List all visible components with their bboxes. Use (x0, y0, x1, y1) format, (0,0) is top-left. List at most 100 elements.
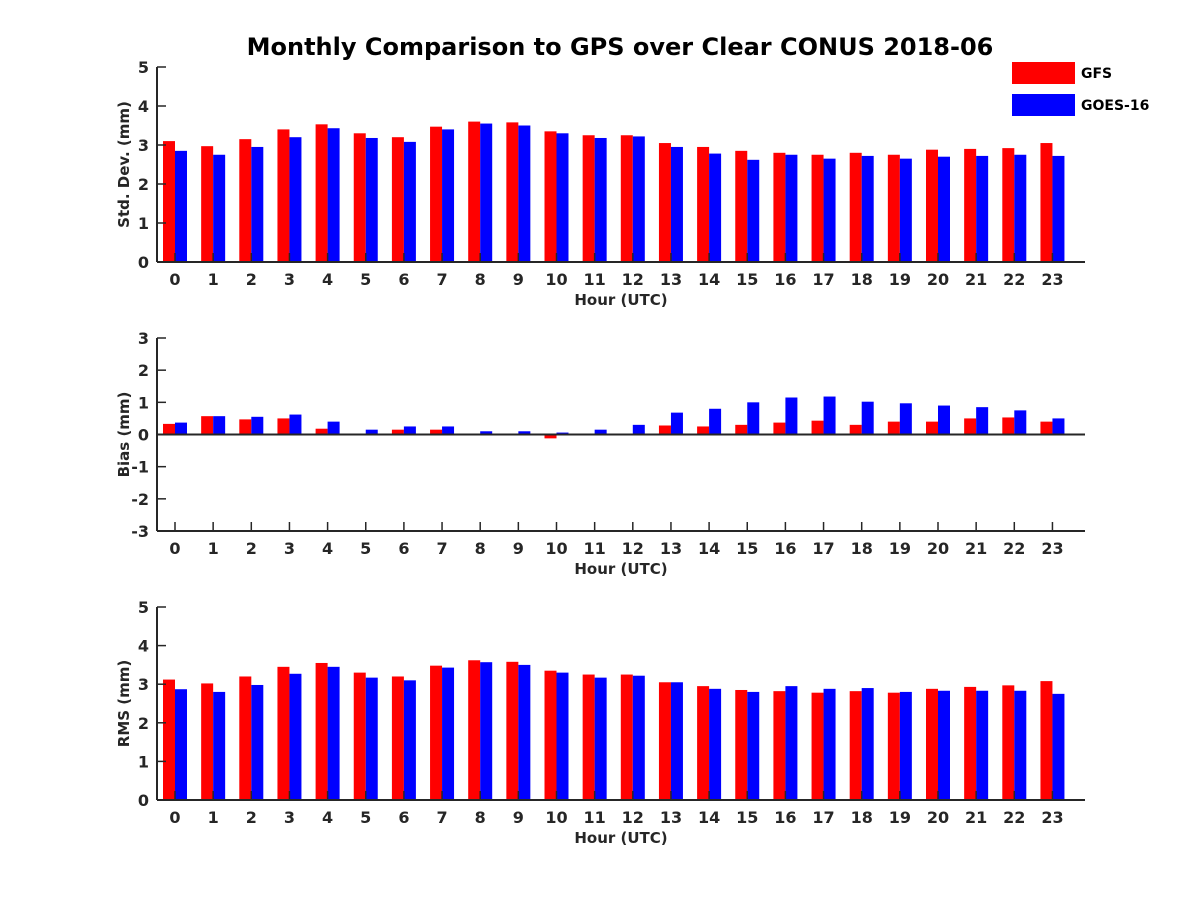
bar-goes-16-16 (785, 686, 798, 800)
x-tick-label: 2 (246, 539, 257, 558)
bar-goes-16-21 (976, 407, 989, 435)
x-tick-label: 5 (360, 808, 371, 827)
bar-gfs-14 (697, 686, 710, 800)
x-tick-label: 17 (812, 808, 834, 827)
x-tick-label: 12 (622, 270, 644, 289)
x-tick-label: 6 (398, 539, 409, 558)
bar-gfs-1 (201, 416, 214, 435)
legend-label-goes-16: GOES-16 (1081, 98, 1149, 114)
y-tick-label: 3 (138, 675, 149, 694)
bar-goes-16-10 (556, 133, 569, 262)
bar-goes-16-4 (327, 666, 340, 800)
x-tick-label: 23 (1041, 808, 1063, 827)
bar-goes-16-3 (289, 137, 302, 262)
bar-goes-16-5 (365, 429, 378, 435)
bar-goes-16-16 (785, 154, 798, 262)
legend-label-gfs: GFS (1081, 66, 1112, 82)
bar-gfs-7 (430, 429, 443, 435)
bar-goes-16-1 (213, 416, 226, 435)
legend-swatch-gfs (1012, 62, 1075, 84)
bar-gfs-10 (544, 434, 557, 439)
bar-gfs-1 (201, 683, 214, 800)
x-tick-label: 0 (169, 539, 180, 558)
bar-gfs-6 (391, 137, 404, 262)
bar-gfs-7 (430, 665, 443, 800)
bar-gfs-7 (430, 126, 443, 262)
bar-goes-16-12 (632, 424, 645, 435)
bar-goes-16-15 (747, 159, 760, 262)
bar-goes-16-2 (251, 416, 264, 435)
x-tick-label: 18 (851, 808, 873, 827)
bar-goes-16-22 (1014, 154, 1027, 262)
x-tick-label: 2 (246, 270, 257, 289)
bar-goes-16-4 (327, 128, 340, 262)
bar-gfs-9 (506, 661, 519, 800)
x-tick-label: 11 (584, 270, 606, 289)
bar-goes-16-5 (365, 137, 378, 262)
bar-goes-16-1 (213, 154, 226, 262)
bar-goes-16-13 (670, 412, 683, 435)
x-tick-label: 21 (965, 539, 987, 558)
bar-goes-16-22 (1014, 690, 1027, 800)
bar-goes-16-12 (632, 136, 645, 262)
y-tick-label: 2 (138, 361, 149, 380)
y-tick-label: -2 (131, 490, 149, 509)
bar-gfs-5 (353, 672, 366, 800)
x-tick-label: 8 (475, 270, 486, 289)
x-axis-label: Hour (UTC) (574, 560, 667, 578)
bar-gfs-8 (468, 121, 481, 262)
bar-gfs-1 (201, 146, 214, 262)
bar-goes-16-1 (213, 691, 226, 800)
bar-goes-16-8 (480, 123, 493, 262)
x-tick-label: 3 (284, 270, 295, 289)
bar-gfs-5 (353, 133, 366, 262)
bar-gfs-22 (1002, 417, 1015, 435)
x-tick-label: 7 (436, 808, 447, 827)
x-tick-label: 11 (584, 539, 606, 558)
x-tick-label: 5 (360, 270, 371, 289)
bar-gfs-6 (391, 676, 404, 800)
y-tick-label: 0 (138, 426, 149, 445)
bar-goes-16-18 (861, 688, 874, 800)
bar-goes-16-6 (403, 680, 416, 800)
bar-goes-16-7 (442, 426, 455, 435)
x-tick-label: 0 (169, 270, 180, 289)
bar-goes-16-15 (747, 402, 760, 435)
x-tick-label: 8 (475, 539, 486, 558)
bar-gfs-6 (391, 429, 404, 435)
bar-gfs-19 (887, 421, 900, 435)
x-tick-label: 13 (660, 808, 682, 827)
x-tick-label: 9 (513, 270, 524, 289)
y-tick-label: 4 (138, 637, 149, 656)
bar-gfs-16 (773, 152, 786, 262)
bar-gfs-8 (468, 660, 481, 800)
bar-gfs-3 (277, 129, 290, 262)
bar-gfs-21 (964, 686, 977, 800)
bar-goes-16-3 (289, 673, 302, 800)
x-tick-label: 9 (513, 539, 524, 558)
x-tick-label: 1 (208, 270, 219, 289)
bar-goes-16-3 (289, 414, 302, 435)
bar-goes-16-18 (861, 401, 874, 435)
x-tick-label: 14 (698, 808, 720, 827)
bar-gfs-10 (544, 131, 557, 262)
bar-gfs-22 (1002, 685, 1015, 800)
bar-goes-16-23 (1052, 418, 1065, 435)
bar-gfs-20 (926, 421, 938, 435)
bar-gfs-13 (658, 425, 671, 435)
bar-goes-16-13 (670, 682, 683, 800)
bar-gfs-4 (315, 662, 328, 800)
x-tick-label: 15 (736, 539, 758, 558)
bar-gfs-13 (658, 143, 671, 262)
bar-gfs-21 (964, 148, 977, 262)
bar-gfs-11 (582, 135, 595, 262)
bar-goes-16-10 (556, 672, 569, 800)
x-tick-label: 3 (284, 539, 295, 558)
bar-gfs-23 (1040, 421, 1053, 435)
bar-goes-16-2 (251, 684, 264, 800)
bar-gfs-19 (887, 692, 900, 800)
bar-gfs-0 (163, 141, 175, 262)
x-tick-label: 13 (660, 270, 682, 289)
bar-gfs-18 (849, 691, 862, 800)
